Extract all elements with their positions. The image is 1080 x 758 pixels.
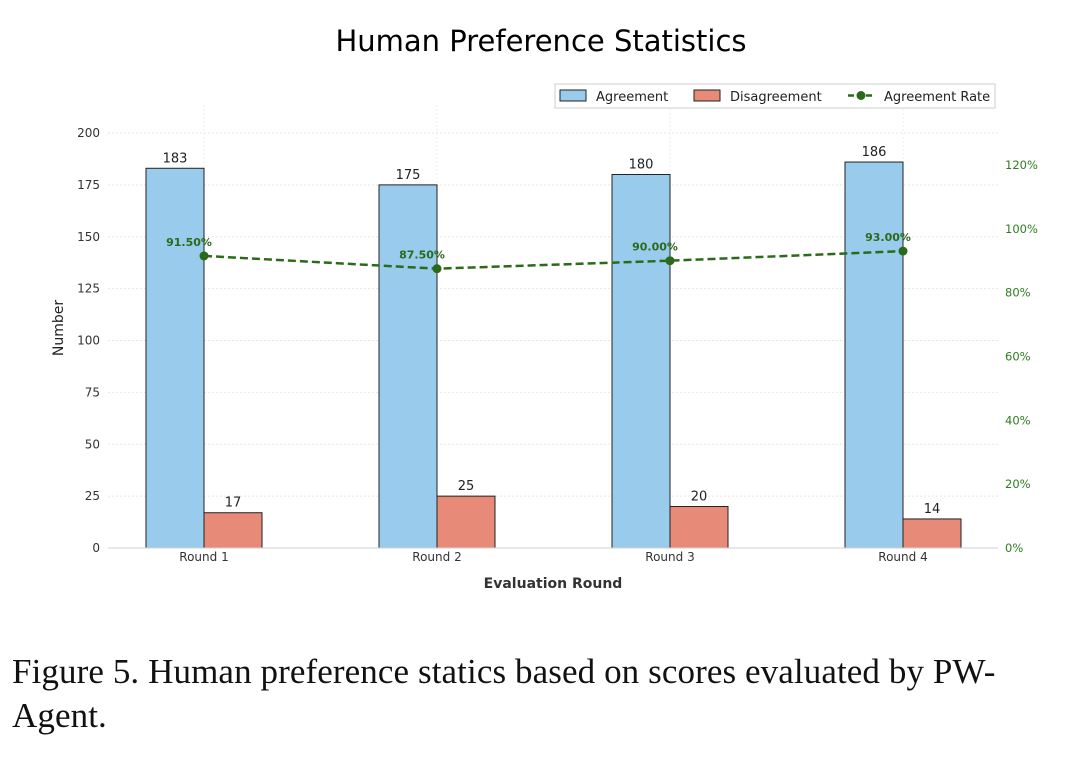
rate-value-label: 91.50%: [166, 236, 212, 249]
y-tick-label: 75: [85, 385, 100, 399]
legend-swatch-disagreement: [693, 89, 721, 102]
bar-agreement: [145, 167, 205, 549]
rate-marker: [665, 256, 675, 266]
bar-disagreement: [669, 506, 729, 549]
axes: 0 25 50 75 100 125 150 175 200 0% 20% 40% 60% 80% 100%…: [77, 126, 1038, 564]
rate-marker: [432, 264, 442, 274]
bar-value-label-agreement: 186: [862, 145, 887, 160]
bar-disagreement: [203, 512, 263, 549]
bar-value-label-agreement: 180: [629, 158, 654, 173]
y-tick-label: 200: [77, 126, 100, 140]
x-tick-label: Round 1: [179, 550, 228, 564]
bar-agreement: [611, 174, 671, 549]
legend-label-agreement-rate: Agreement Rate: [884, 90, 990, 105]
bar-value-label-agreement: 183: [163, 151, 188, 166]
legend: Agreement Disagreement Agreement Rate: [554, 83, 996, 109]
legend-swatch-agreement: [559, 89, 587, 102]
rate-line-path: [203, 249, 904, 270]
legend-swatch-rate-marker: [856, 91, 866, 100]
y-tick-label: 25: [85, 489, 100, 503]
legend-label-disagreement: Disagreement: [730, 90, 822, 105]
y2-tick-label: 80%: [1005, 286, 1031, 300]
bar-agreement: [844, 161, 904, 549]
chart: Human Preference Statistics 0 25 50 75 100 12…: [51, 24, 1038, 592]
rate-value-label: 87.50%: [399, 249, 445, 262]
agreement-rate-line: [199, 246, 908, 274]
y2-tick-label: 40%: [1005, 413, 1031, 427]
bar-value-label-agreement: 175: [396, 168, 421, 183]
data-labels: 183 17 175 25 180 20 186 14 91.50% 87.50% 90.00% 93…: [163, 145, 941, 517]
rate-marker: [898, 246, 908, 256]
y-tick-label: 125: [77, 282, 100, 296]
bar-agreement: [378, 184, 438, 549]
bars: [145, 161, 962, 549]
figure: Human Preference Statistics 0 25 50 75 100 12…: [12, 24, 1038, 735]
rate-value-label: 93.00%: [865, 231, 911, 244]
y2-tick-label: 120%: [1005, 158, 1038, 172]
y-tick-label: 175: [77, 178, 100, 192]
y2-tick-label: 60%: [1005, 349, 1031, 363]
y-tick-label: 150: [77, 230, 100, 244]
y-tick-label: 100: [77, 334, 100, 348]
x-axis-label: Evaluation Round: [484, 576, 623, 592]
x-tick-label: Round 4: [878, 550, 927, 564]
bar-value-label-disagreement: 17: [225, 496, 242, 511]
y-axis-label: Number: [51, 300, 67, 356]
rate-marker: [199, 251, 209, 261]
y-tick-label: 0: [92, 541, 100, 555]
bar-value-label-disagreement: 20: [691, 490, 708, 505]
bar-value-label-disagreement: 25: [458, 479, 475, 494]
x-tick-label: Round 2: [412, 550, 461, 564]
bar-value-label-disagreement: 14: [924, 502, 941, 517]
x-tick-label: Round 3: [645, 550, 694, 564]
figure-caption: Figure 5. Human preference statics based…: [12, 652, 996, 735]
y2-tick-label: 0%: [1005, 541, 1023, 555]
y2-tick-label: 20%: [1005, 477, 1031, 491]
y-tick-label: 50: [85, 437, 100, 451]
chart-title: Human Preference Statistics: [335, 24, 746, 58]
rate-value-label: 90.00%: [632, 241, 678, 254]
bar-disagreement: [436, 495, 496, 549]
bar-disagreement: [902, 518, 962, 549]
legend-label-agreement: Agreement: [596, 90, 668, 105]
legend-box: [554, 83, 996, 109]
y2-tick-label: 100%: [1005, 222, 1038, 236]
